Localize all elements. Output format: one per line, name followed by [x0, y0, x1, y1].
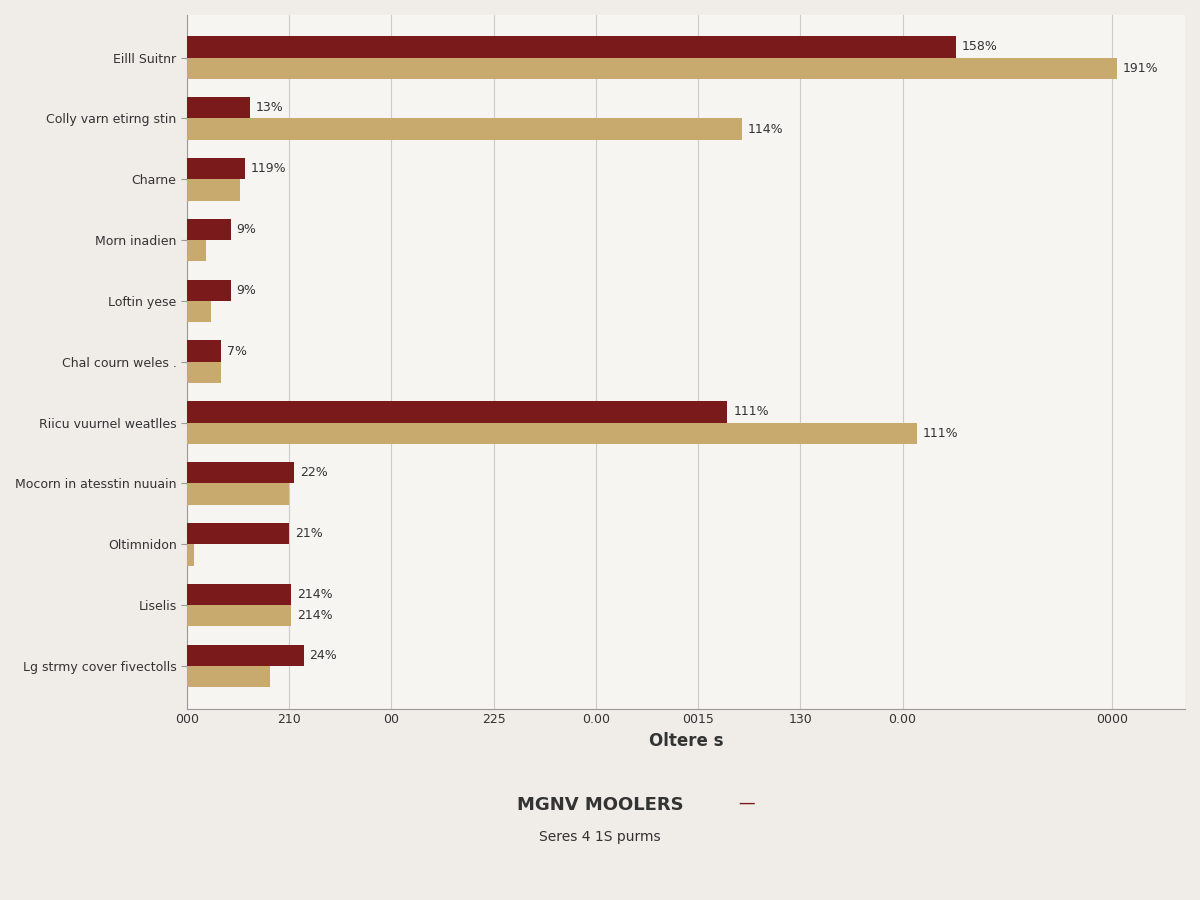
Text: —: — [738, 794, 755, 812]
Text: 158%: 158% [962, 40, 998, 53]
Text: 214%: 214% [296, 609, 332, 622]
Bar [187, 36, 956, 58]
Bar [187, 463, 294, 483]
Text: 214%: 214% [296, 588, 332, 601]
Text: 24%: 24% [310, 649, 337, 662]
Bar [187, 401, 727, 423]
Text: 9%: 9% [236, 284, 257, 297]
Bar [187, 362, 221, 383]
Text: Seres 4 1S purms: Seres 4 1S purms [539, 831, 661, 844]
Text: 191%: 191% [1123, 62, 1158, 75]
Text: 119%: 119% [251, 162, 287, 176]
Text: 111%: 111% [733, 406, 769, 419]
Text: 21%: 21% [295, 527, 323, 540]
Text: 22%: 22% [300, 466, 328, 480]
Bar [187, 340, 221, 362]
Bar [187, 97, 251, 119]
Text: 111%: 111% [923, 427, 959, 440]
Bar [187, 280, 230, 301]
Text: MGNV MOOLERS: MGNV MOOLERS [517, 796, 683, 814]
Text: 9%: 9% [236, 223, 257, 236]
Bar [187, 584, 292, 605]
Bar [187, 544, 194, 565]
Text: 7%: 7% [227, 345, 247, 357]
Bar [187, 666, 270, 688]
Bar [187, 301, 211, 322]
Bar [187, 240, 206, 261]
X-axis label: Oltere s: Oltere s [649, 732, 724, 750]
Bar [187, 58, 1117, 79]
Bar [187, 423, 917, 444]
Text: 114%: 114% [748, 122, 784, 136]
Bar [187, 158, 245, 179]
Bar [187, 219, 230, 240]
Bar [187, 644, 304, 666]
Text: 13%: 13% [256, 102, 284, 114]
Bar [187, 179, 240, 201]
Bar [187, 483, 289, 505]
Bar [187, 119, 742, 140]
Bar [187, 523, 289, 544]
Bar [187, 605, 292, 626]
